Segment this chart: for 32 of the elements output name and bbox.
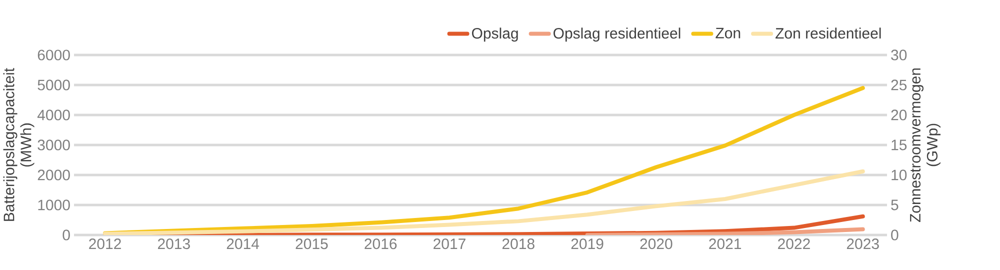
legend-label: Opslag <box>472 28 518 42</box>
y-tick-label: 4000 <box>37 110 70 120</box>
legend-label: Zon residentieel <box>776 28 881 39</box>
y-axis-title: Batterijopslagcapaciteit (MWh) <box>3 68 34 221</box>
x-tick-label: 2018 <box>502 238 534 250</box>
y2-tick-label: 15 <box>892 140 907 150</box>
legend-label: Opslag residentieel <box>554 28 680 42</box>
x-tick-label: 2013 <box>158 238 190 250</box>
legend-label: Zon <box>716 28 740 38</box>
x-tick-label: 2023 <box>846 238 879 250</box>
y2-tick-label: 0 <box>891 230 898 240</box>
y2-axis-title: Zonnestroomvermogen (GWp) <box>910 68 940 222</box>
y2-tick-label: 20 <box>891 110 907 120</box>
y2-tick-label: 30 <box>891 50 907 60</box>
y-tick-label: 5000 <box>38 80 70 90</box>
y-tick-label: 0 <box>62 230 70 240</box>
x-tick-label: 2012 <box>89 238 121 250</box>
x-tick-label: 2016 <box>364 238 397 250</box>
y2-tick-label: 10 <box>892 170 907 180</box>
x-tick-label: 2021 <box>709 238 742 250</box>
x-tick-label: 2014 <box>226 238 260 250</box>
x-tick-label: 2022 <box>778 238 810 250</box>
y-tick-label: 1000 <box>38 200 70 210</box>
y-tick-label: 2000 <box>38 170 70 180</box>
x-tick-label: 2017 <box>434 238 466 250</box>
x-tick-label: 2020 <box>640 238 672 250</box>
y2-tick-label: 25 <box>891 80 907 90</box>
x-tick-label: 2019 <box>571 238 604 250</box>
y-tick-label: 6000 <box>38 50 70 60</box>
y2-tick-label: 5 <box>891 200 898 210</box>
y-tick-label: 3000 <box>38 140 70 150</box>
x-tick-label: 2015 <box>296 238 328 250</box>
